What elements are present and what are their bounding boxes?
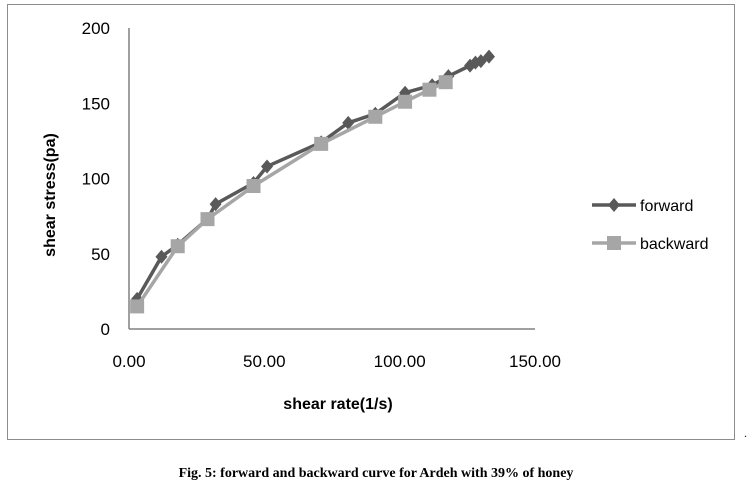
legend-item-backward: backward — [592, 236, 708, 253]
data-point-forward — [342, 115, 355, 130]
x-tick-label: 50.00 — [243, 352, 286, 371]
data-point-backward — [246, 179, 261, 194]
series-layer — [130, 49, 495, 314]
trailing-period: . — [744, 426, 747, 440]
data-point-backward — [368, 109, 383, 124]
figure-caption: Fig. 5: forward and backward curve for A… — [178, 466, 574, 481]
data-point-backward — [438, 75, 453, 90]
data-point-backward — [398, 94, 413, 109]
legend-label-backward: backward — [640, 236, 708, 253]
data-point-forward — [261, 159, 274, 174]
series-backward — [130, 75, 453, 314]
data-point-backward — [130, 299, 145, 314]
series-line-backward — [135, 80, 447, 308]
data-point-forward — [482, 49, 495, 64]
chart-plot: 0.00 50.00 100.00 150.00 0 50 100 150 200 shear… — [42, 19, 708, 413]
y-tick-label: 50 — [91, 245, 110, 264]
y-tick-label: 150 — [82, 94, 110, 113]
data-point-forward — [209, 197, 222, 212]
y-tick-label: 200 — [82, 19, 110, 38]
y-tick-label: 100 — [82, 170, 110, 189]
data-point-backward — [314, 136, 329, 151]
y-tick-labels: 0 50 100 150 200 — [82, 19, 110, 339]
x-tick-labels: 0.00 50.00 100.00 150.00 — [112, 352, 561, 371]
data-point-backward — [422, 82, 437, 97]
legend-marker-backward — [607, 236, 621, 250]
data-point-forward — [155, 249, 168, 264]
data-point-backward — [200, 212, 215, 227]
data-point-backward — [170, 239, 185, 254]
y-axis-title: shear stress(pa) — [42, 133, 59, 257]
x-tick-label: 100.00 — [374, 352, 426, 371]
x-tick-label: 150.00 — [509, 352, 561, 371]
legend-marker-forward — [608, 198, 620, 212]
y-tick-label: 0 — [101, 320, 110, 339]
x-axis-title: shear rate(1/s) — [283, 396, 392, 413]
x-tick-label: 0.00 — [112, 352, 145, 371]
legend: forward backward — [592, 198, 708, 253]
chart-frame: 0.00 50.00 100.00 150.00 0 50 100 150 200 shear… — [7, 4, 735, 440]
legend-item-forward: forward — [592, 198, 693, 215]
legend-label-forward: forward — [640, 198, 693, 215]
